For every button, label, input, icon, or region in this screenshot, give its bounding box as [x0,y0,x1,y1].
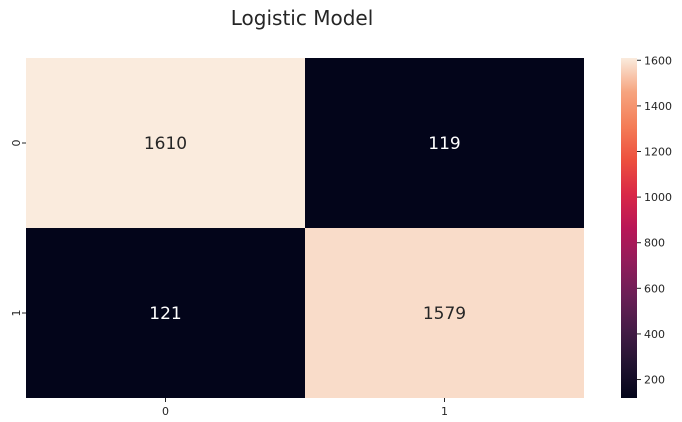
colorbar-gradient [621,58,637,398]
colorbar-tick-label: 1200 [644,145,672,158]
colorbar-tick-label: 400 [644,328,665,341]
colorbar-tick-label: 600 [644,282,665,295]
chart-title: Logistic Model [231,6,374,30]
heatmap-cell [26,58,305,228]
y-tick-label: 1 [10,310,23,317]
cell-value-label: 119 [428,134,460,154]
cell-value-label: 1579 [423,304,466,324]
colorbar-tick-label: 1000 [644,191,672,204]
colorbar-tick-label: 1400 [644,100,672,113]
heatmap-cells: 1610 119 121 1579 [26,58,584,398]
y-axis: 01 [10,140,26,317]
heatmap-cell [305,228,584,398]
colorbar: 200 400 600 800 1000 1200 1400 1600 [621,54,672,398]
colorbar-tick-label: 800 [644,237,665,250]
x-tick-label: 1 [441,405,448,418]
y-tick-label: 0 [10,140,23,147]
x-tick-label: 0 [162,405,169,418]
heatmap-cell [26,228,305,398]
colorbar-tick-label: 200 [644,374,665,387]
colorbar-tick-label: 1600 [644,54,672,67]
heatmap-cell [305,58,584,228]
cell-value-label: 121 [149,304,181,324]
cell-value-label: 1610 [144,134,187,154]
